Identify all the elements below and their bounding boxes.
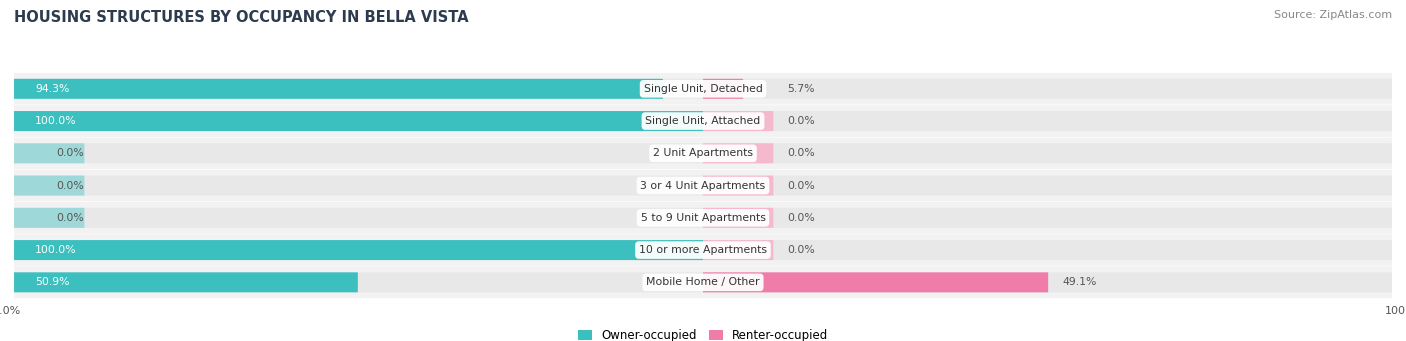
FancyBboxPatch shape [14,79,1392,99]
FancyBboxPatch shape [14,176,1392,196]
Text: 5 to 9 Unit Apartments: 5 to 9 Unit Apartments [641,213,765,223]
FancyBboxPatch shape [703,143,773,163]
Text: 94.3%: 94.3% [35,84,69,94]
FancyBboxPatch shape [14,208,1392,228]
Text: 0.0%: 0.0% [787,213,815,223]
FancyBboxPatch shape [14,240,1392,260]
FancyBboxPatch shape [703,272,1049,292]
FancyBboxPatch shape [14,240,703,260]
FancyBboxPatch shape [703,79,744,99]
Text: 10 or more Apartments: 10 or more Apartments [638,245,768,255]
Text: 50.9%: 50.9% [35,277,70,287]
FancyBboxPatch shape [14,143,1392,163]
Text: 100.0%: 100.0% [35,116,77,126]
Text: 100.0%: 100.0% [35,245,77,255]
Text: 49.1%: 49.1% [1063,277,1097,287]
Text: 2 Unit Apartments: 2 Unit Apartments [652,148,754,158]
Text: 0.0%: 0.0% [787,116,815,126]
FancyBboxPatch shape [14,208,84,228]
Text: Single Unit, Detached: Single Unit, Detached [644,84,762,94]
FancyBboxPatch shape [14,111,1392,131]
Text: 0.0%: 0.0% [56,148,84,158]
FancyBboxPatch shape [703,208,773,228]
FancyBboxPatch shape [703,176,773,196]
Text: 0.0%: 0.0% [787,148,815,158]
FancyBboxPatch shape [14,272,1392,292]
Text: 0.0%: 0.0% [787,245,815,255]
FancyBboxPatch shape [14,105,1392,137]
FancyBboxPatch shape [703,111,773,131]
Text: 3 or 4 Unit Apartments: 3 or 4 Unit Apartments [641,181,765,191]
Text: Source: ZipAtlas.com: Source: ZipAtlas.com [1274,10,1392,20]
FancyBboxPatch shape [14,176,84,196]
Text: 0.0%: 0.0% [56,213,84,223]
FancyBboxPatch shape [14,272,357,292]
Text: HOUSING STRUCTURES BY OCCUPANCY IN BELLA VISTA: HOUSING STRUCTURES BY OCCUPANCY IN BELLA… [14,10,468,25]
FancyBboxPatch shape [14,111,703,131]
FancyBboxPatch shape [14,202,1392,234]
FancyBboxPatch shape [14,170,1392,202]
Text: 0.0%: 0.0% [56,181,84,191]
Text: 0.0%: 0.0% [787,181,815,191]
Legend: Owner-occupied, Renter-occupied: Owner-occupied, Renter-occupied [572,324,834,341]
FancyBboxPatch shape [14,267,1392,298]
FancyBboxPatch shape [14,79,664,99]
FancyBboxPatch shape [14,137,1392,169]
Text: 5.7%: 5.7% [787,84,815,94]
Text: Mobile Home / Other: Mobile Home / Other [647,277,759,287]
FancyBboxPatch shape [14,143,84,163]
Text: Single Unit, Attached: Single Unit, Attached [645,116,761,126]
FancyBboxPatch shape [14,234,1392,266]
FancyBboxPatch shape [14,73,1392,105]
FancyBboxPatch shape [703,240,773,260]
